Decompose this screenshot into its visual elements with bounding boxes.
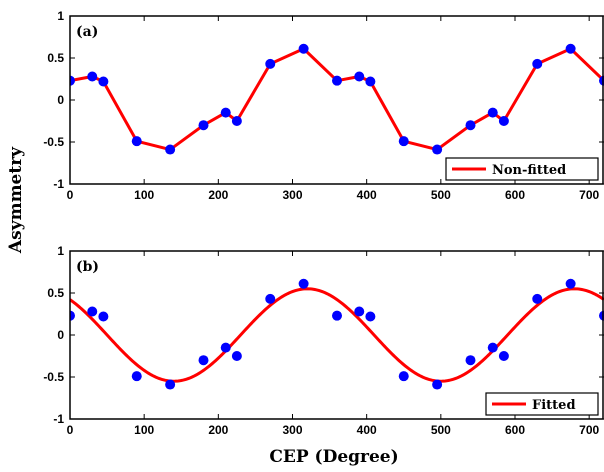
data-point — [231, 116, 242, 126]
data-point — [70, 75, 75, 86]
plot-area — [70, 251, 604, 419]
x-tick-label: 0 — [67, 423, 74, 437]
x-tick-label: 300 — [282, 423, 302, 437]
data-point — [198, 120, 209, 131]
y-tick-label: -1 — [53, 412, 64, 426]
data-point — [487, 342, 498, 353]
data-point — [165, 144, 176, 155]
data-point — [465, 120, 476, 131]
data-point — [432, 144, 443, 155]
data-point — [220, 342, 231, 353]
data-point — [354, 71, 365, 82]
axes-frame — [69, 250, 604, 420]
panel-b: 0 100 200 300 400 500 600 700 1 0.5 0 -0.5 -1 (b) Fitt… — [43, 244, 604, 437]
x-tick-label: 200 — [208, 188, 228, 202]
x-tick-label: 500 — [431, 423, 451, 437]
y-tick-label: -1 — [53, 177, 64, 191]
y-tick-label: 1 — [57, 244, 64, 258]
x-tick-label: 300 — [282, 188, 302, 202]
data-point — [565, 278, 576, 289]
data-point — [465, 355, 476, 366]
data-point — [265, 58, 276, 69]
fit-curve — [70, 287, 604, 383]
data-point — [487, 107, 498, 118]
panel-a: 0 100 200 300 400 500 600 700 1 0.5 0 -0.5 -1 (a) Non-… — [43, 9, 604, 202]
data-point — [220, 107, 231, 118]
y-tick-label: 1 — [57, 9, 64, 23]
legend-box — [485, 392, 599, 416]
data-point — [332, 310, 342, 321]
y-axis-title: Asymmetry — [6, 146, 26, 254]
x-tick-label: 700 — [579, 423, 599, 437]
data-point — [131, 371, 142, 382]
data-point — [298, 43, 309, 54]
data-point — [98, 311, 109, 322]
y-tick-label: 0 — [57, 93, 64, 107]
legend: Non-fitted — [445, 157, 599, 181]
data-point — [231, 351, 242, 361]
data-point — [265, 293, 276, 304]
data-point — [165, 379, 176, 390]
plot-content — [70, 278, 604, 390]
legend: Fitted — [485, 392, 599, 416]
x-tick-label: 400 — [357, 188, 377, 202]
data-point — [432, 379, 443, 390]
y-tick-label: 0 — [57, 328, 64, 342]
data-point — [87, 306, 98, 317]
data-point — [298, 278, 309, 289]
data-point — [332, 75, 342, 86]
data-point — [98, 76, 109, 87]
legend-box — [445, 157, 599, 181]
data-point — [398, 371, 409, 382]
x-tick-label: 100 — [134, 423, 154, 437]
data-point — [498, 351, 509, 361]
data-point — [70, 310, 75, 321]
data-point — [198, 355, 209, 366]
data-point — [87, 71, 98, 82]
legend-label: Fitted — [532, 398, 576, 413]
y-tick-label: -0.5 — [43, 370, 64, 384]
legend-label: Non-fitted — [492, 163, 566, 178]
x-tick-label: 200 — [208, 423, 228, 437]
panel-label: (a) — [76, 24, 98, 40]
x-tick-label: 0 — [67, 188, 74, 202]
x-tick-label: 600 — [505, 423, 525, 437]
axes-frame — [69, 15, 604, 185]
data-point — [565, 43, 576, 54]
x-tick-label: 500 — [431, 188, 451, 202]
data-point — [354, 306, 365, 317]
data-point — [532, 58, 543, 69]
data-point — [532, 293, 543, 304]
plot-content — [70, 43, 604, 155]
data-point — [365, 76, 376, 87]
x-tick-label: 100 — [134, 188, 154, 202]
x-tick-label: 700 — [579, 188, 599, 202]
panel-label: (b) — [76, 259, 99, 275]
x-axis-title: CEP (Degree) — [269, 447, 398, 467]
data-point — [131, 136, 142, 147]
x-tick-label: 400 — [357, 423, 377, 437]
y-tick-label: 0.5 — [47, 286, 64, 300]
y-tick-label: -0.5 — [43, 135, 64, 149]
x-tick-label: 600 — [505, 188, 525, 202]
y-tick-label: 0.5 — [47, 51, 64, 65]
data-point — [365, 311, 376, 322]
data-point — [498, 116, 509, 126]
data-point — [398, 136, 409, 147]
